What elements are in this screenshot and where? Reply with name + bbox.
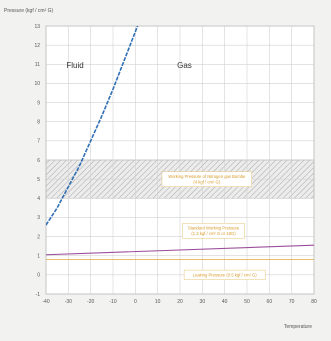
plot-border: [45, 25, 315, 295]
x-tick-label-5: 10: [155, 299, 161, 305]
x-tick-label-4: 0: [134, 299, 137, 305]
y-tick-label-1: 0: [37, 273, 40, 279]
y-tick-label-12: 11: [35, 62, 40, 68]
x-tick-label-6: 20: [177, 299, 183, 305]
y-tick-label-7: 6: [37, 158, 40, 164]
y-tick-label-0: -1: [36, 292, 41, 298]
series-line-0: [46, 26, 139, 226]
x-tick-label-3: -10: [109, 299, 116, 305]
x-tick-label-11: 70: [289, 299, 295, 305]
region-label-1: Gas: [177, 61, 192, 70]
series-line-1: [46, 244, 314, 256]
series-lines: [46, 26, 314, 256]
annotation-box-2: [183, 269, 266, 280]
grid: [45, 25, 315, 295]
x-tick-label-1: -30: [65, 299, 72, 305]
y-tick-label-2: 1: [37, 254, 40, 260]
x-axis-title: Temperature: [284, 324, 312, 330]
y-tick-label-11: 10: [34, 81, 40, 87]
annotation-text-2-0: Leaking Pressure (0.5 kgf / cm² G): [193, 273, 258, 278]
x-tick-label-8: 40: [222, 299, 228, 305]
y-tick-label-6: 5: [37, 177, 40, 183]
x-tick-label-12: 80: [311, 299, 317, 305]
y-tick-label-13: 12: [34, 43, 40, 49]
y-tick-label-9: 8: [37, 120, 40, 126]
annotation-text-1-1: (1.3 kgf / cm² G or 18G): [191, 231, 236, 236]
y-tick-label-4: 3: [37, 215, 40, 221]
y-tick-label-10: 9: [37, 100, 40, 106]
x-tick-label-10: 60: [267, 299, 273, 305]
annotation-text-1-0: Standard Working Pressure: [188, 226, 240, 231]
x-tick-label-0: -40: [42, 299, 49, 305]
annotations: Working Pressure of Nitrogen gas Bombe(4…: [161, 171, 266, 280]
annotation-text-0-1: (4 kgf / cm² G): [193, 180, 220, 185]
y-tick-label-8: 7: [37, 139, 40, 145]
annotation-text-0-0: Working Pressure of Nitrogen gas Bombe: [168, 174, 246, 179]
region-labels: Fluid Gas: [66, 61, 191, 70]
annotation-box-1: [182, 223, 245, 239]
x-tick-label-2: -20: [87, 299, 94, 305]
x-tick-label-9: 50: [244, 299, 250, 305]
y-axis-title: Pressure (kgf / cm² G): [4, 8, 54, 14]
y-tick-label-3: 2: [37, 234, 40, 240]
region-label-0: Fluid: [66, 61, 83, 70]
y-tick-label-14: 13: [34, 24, 40, 30]
annotation-box-0: [161, 171, 252, 187]
y-tick-label-5: 4: [37, 196, 40, 202]
x-tick-label-7: 30: [200, 299, 206, 305]
